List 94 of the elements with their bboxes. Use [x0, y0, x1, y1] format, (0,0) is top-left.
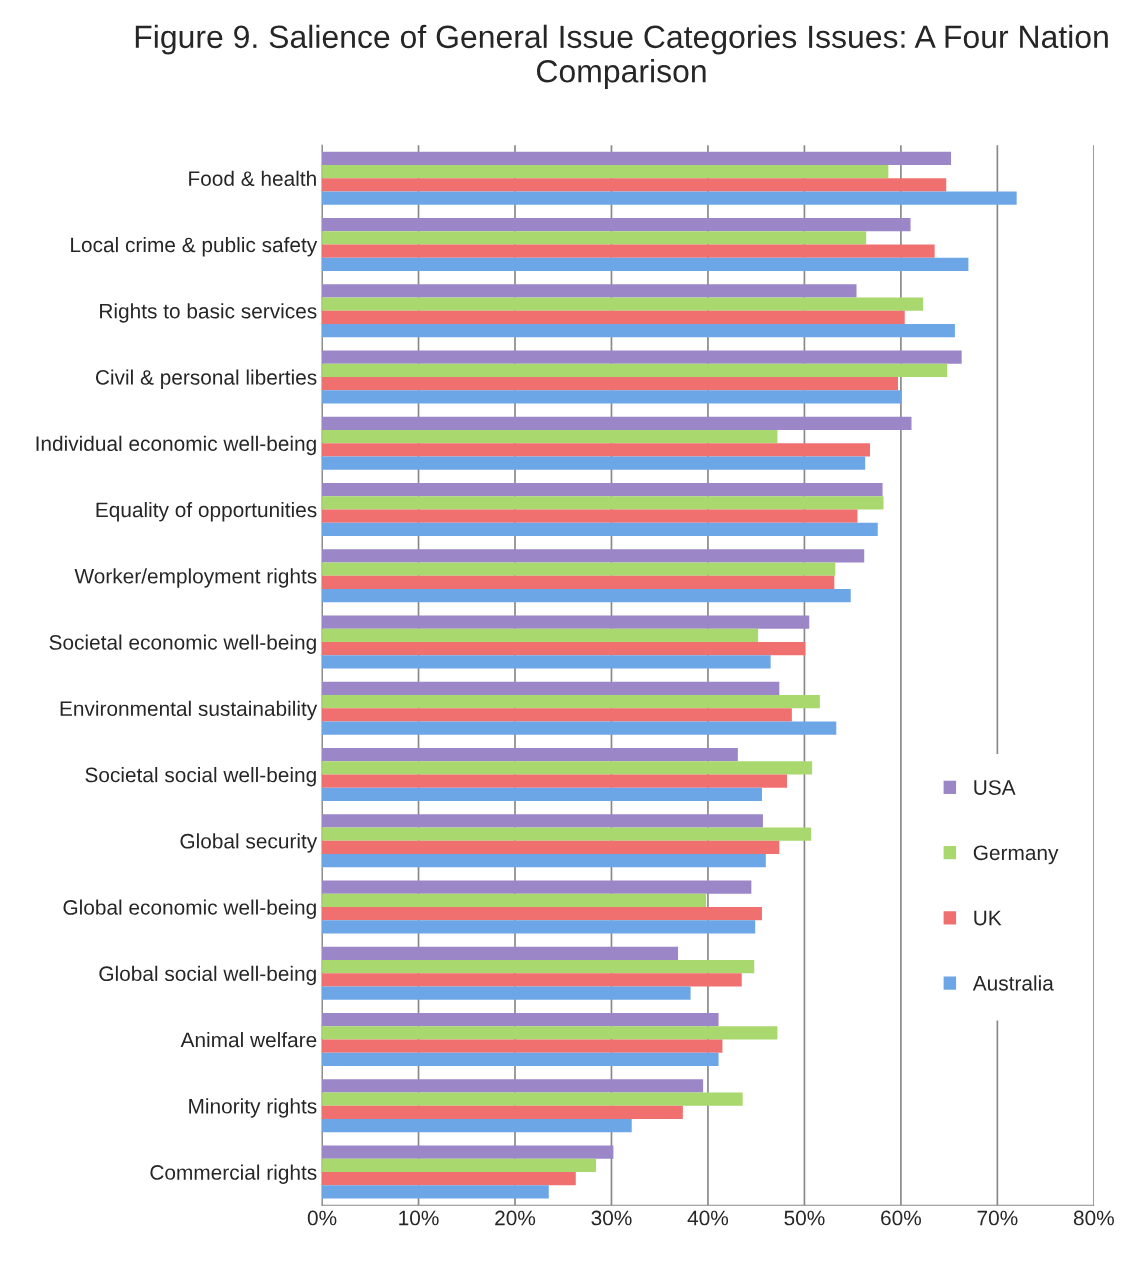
bar: [322, 151, 952, 166]
bar: [322, 960, 755, 974]
bar: [322, 973, 742, 987]
bar: [322, 695, 820, 709]
x-tick-label: 50%: [784, 1210, 825, 1226]
bar: [322, 377, 898, 391]
y-tick-label: Worker/employment rights: [74, 568, 317, 588]
bar: [322, 257, 969, 272]
bar: [322, 1158, 597, 1173]
bar: [322, 721, 837, 735]
chart-title: Figure 9. Salience of General Issue Categories Issues: A Four Nation Comparison: [135, 24, 1108, 89]
bar: [322, 522, 878, 537]
y-tick-label: Animal welfare: [180, 1032, 317, 1048]
y-tick-label: Global security: [180, 833, 318, 853]
y-tick-label: Civil & personal liberties: [95, 369, 317, 389]
bar: [322, 562, 836, 576]
bar: [322, 1119, 632, 1133]
bar: [322, 1052, 719, 1067]
bar: [322, 456, 866, 470]
bar: [322, 774, 788, 788]
bar: [322, 310, 905, 325]
y-tick-label: Local crime & public safety: [71, 236, 318, 257]
bar: [322, 390, 902, 404]
bar: [322, 1039, 723, 1053]
bar: [322, 840, 780, 855]
bar: [322, 350, 962, 364]
bar: [322, 642, 806, 656]
legend-label: USA: [974, 780, 1016, 795]
bar: [322, 589, 851, 603]
x-tick-label: 0%: [307, 1210, 337, 1226]
x-tick-label: 30%: [591, 1210, 632, 1226]
bar: [322, 430, 778, 444]
bar: [322, 1026, 778, 1040]
bar: [322, 1013, 719, 1027]
bar: [322, 165, 889, 179]
bar: [322, 297, 924, 311]
legend-label: Germany: [973, 845, 1059, 865]
bar: [322, 1185, 549, 1199]
x-tick-label: 70%: [977, 1210, 1018, 1226]
y-tick-label: Global economic well-being: [63, 899, 316, 919]
y-tick-label: Rights to basic services: [100, 303, 317, 323]
bar: [322, 231, 867, 245]
bar: [322, 787, 762, 802]
bar: [322, 827, 812, 841]
y-tick-label: Environmental sustainability: [60, 700, 318, 721]
y-tick-label: Commercial rights: [150, 1164, 317, 1184]
x-tick-label: 20%: [495, 1210, 536, 1226]
bar: [322, 416, 912, 431]
bar: [322, 191, 1017, 205]
bar: [322, 986, 691, 1000]
bar: [322, 443, 871, 457]
bar: [322, 880, 752, 894]
bar: [322, 284, 857, 298]
bar: [322, 907, 762, 921]
bar: [322, 615, 810, 629]
bar: [322, 575, 835, 590]
y-tick-label: Individual economic well-being: [36, 435, 316, 456]
bar: [322, 681, 780, 696]
bar: [322, 1092, 743, 1106]
bar: [322, 748, 738, 762]
bar: [322, 920, 756, 934]
bar: [322, 655, 771, 669]
bar: [322, 893, 707, 908]
bar: [322, 761, 813, 775]
bar: [322, 324, 955, 338]
legend-label: Australia: [972, 975, 1054, 991]
y-tick-label: Minority rights: [189, 1098, 317, 1118]
bar: [322, 496, 884, 510]
x-tick-label: 10%: [399, 1210, 439, 1226]
x-tick-label: 40%: [687, 1210, 729, 1226]
bar: [322, 814, 763, 828]
bar: [322, 1079, 704, 1093]
y-tick-label: Food & health: [189, 170, 316, 187]
bar: [322, 483, 883, 497]
bar: [322, 946, 679, 961]
y-tick-label: Societal economic well-being: [49, 634, 316, 654]
y-tick-label: Global social well-being: [99, 965, 316, 986]
bar: [322, 1172, 576, 1186]
x-tick-label: 80%: [1073, 1210, 1114, 1226]
bar: [322, 1105, 683, 1120]
bar: [322, 363, 948, 378]
bar: [322, 708, 792, 722]
bar: [322, 628, 759, 643]
bar: [322, 549, 865, 563]
y-tick-label: Equality of opportunities: [96, 501, 317, 522]
bar: [322, 509, 858, 523]
bar: [322, 218, 911, 232]
bar: [322, 178, 947, 192]
bar: [322, 244, 935, 258]
bar: [322, 854, 766, 868]
bar: [322, 1145, 614, 1159]
x-tick-label: 60%: [881, 1210, 921, 1226]
legend-label: UK: [974, 910, 1002, 926]
y-tick-label: Societal social well-being: [85, 767, 316, 787]
